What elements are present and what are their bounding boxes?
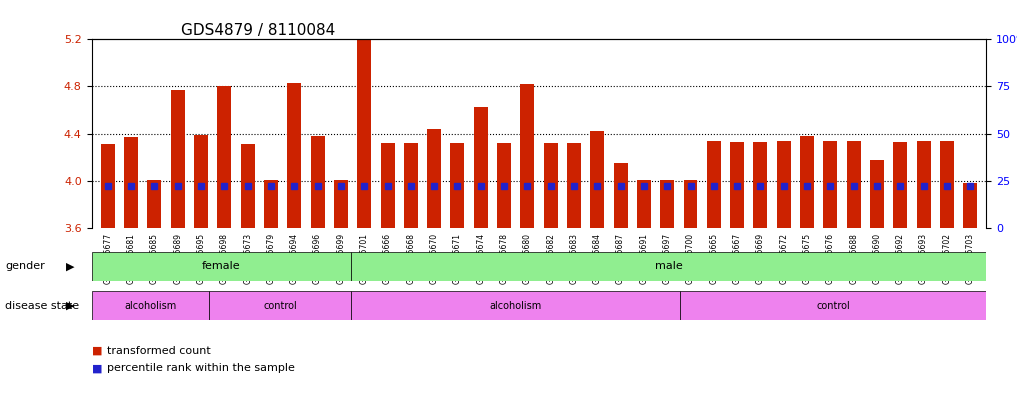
Bar <box>334 180 348 228</box>
Bar <box>777 141 791 228</box>
Text: ▶: ▶ <box>66 261 74 272</box>
Bar <box>893 142 907 228</box>
Text: male: male <box>655 261 682 271</box>
Bar <box>124 137 138 228</box>
Text: alcoholism: alcoholism <box>489 301 542 310</box>
Bar <box>824 141 837 228</box>
Bar <box>544 143 557 228</box>
Bar <box>916 141 931 228</box>
Text: ■: ■ <box>92 364 102 373</box>
Text: ■: ■ <box>92 346 102 356</box>
Bar <box>660 180 674 228</box>
Bar <box>707 141 721 228</box>
Text: alcoholism: alcoholism <box>124 301 177 310</box>
Text: percentile rank within the sample: percentile rank within the sample <box>107 364 295 373</box>
Bar <box>264 180 278 228</box>
Bar <box>521 84 534 228</box>
FancyBboxPatch shape <box>351 291 680 320</box>
Bar <box>497 143 512 228</box>
Bar <box>613 163 627 228</box>
Text: disease state: disease state <box>5 301 79 311</box>
Bar <box>637 180 651 228</box>
Text: female: female <box>201 261 240 271</box>
Bar <box>147 180 162 228</box>
Bar <box>357 40 371 228</box>
Text: gender: gender <box>5 261 45 272</box>
Bar <box>288 83 301 228</box>
Bar <box>940 141 954 228</box>
Bar <box>380 143 395 228</box>
Text: transformed count: transformed count <box>107 346 211 356</box>
Bar <box>567 143 581 228</box>
FancyBboxPatch shape <box>680 291 986 320</box>
Bar <box>683 180 698 228</box>
Bar <box>754 142 768 228</box>
Bar <box>590 131 604 228</box>
Text: control: control <box>817 301 850 310</box>
FancyBboxPatch shape <box>210 291 351 320</box>
Text: GDS4879 / 8110084: GDS4879 / 8110084 <box>181 23 336 38</box>
Bar <box>847 141 860 228</box>
Bar <box>310 136 324 228</box>
Text: control: control <box>263 301 297 310</box>
Bar <box>241 144 254 228</box>
Bar <box>870 160 884 228</box>
Text: ▶: ▶ <box>66 301 74 311</box>
Bar <box>218 86 232 228</box>
Bar <box>427 129 441 228</box>
Bar <box>194 135 208 228</box>
Bar <box>800 136 814 228</box>
FancyBboxPatch shape <box>92 291 210 320</box>
Bar <box>451 143 465 228</box>
Bar <box>171 90 185 228</box>
FancyBboxPatch shape <box>351 252 986 281</box>
Bar <box>963 183 977 228</box>
Bar <box>474 107 488 228</box>
FancyBboxPatch shape <box>92 252 351 281</box>
Bar <box>730 142 744 228</box>
Bar <box>404 143 418 228</box>
Bar <box>101 144 115 228</box>
